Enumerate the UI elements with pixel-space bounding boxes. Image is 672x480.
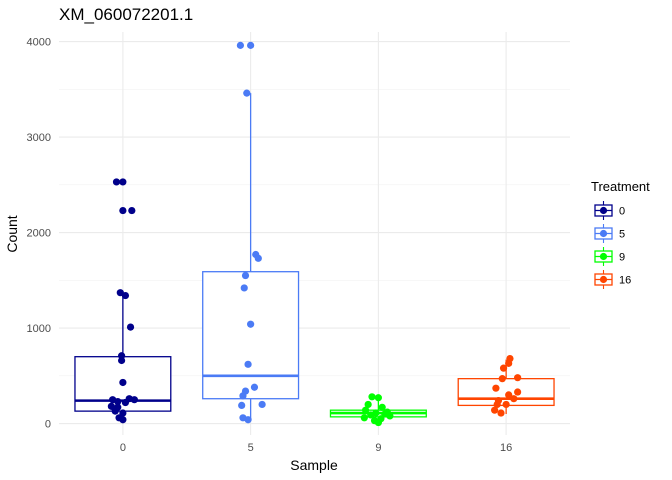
x-axis-ticks: 0 5 9 16 [120,442,512,454]
data-point [505,391,513,399]
data-point [243,89,251,97]
data-point [367,411,375,419]
legend: Treatment 0 5 9 16 [591,179,650,289]
data-points [107,41,522,427]
x-tick-label: 9 [375,442,381,454]
data-point [130,396,138,404]
x-tick-label: 5 [248,442,254,454]
box [457,378,555,407]
data-point [247,41,255,49]
data-point [119,416,127,424]
data-point [119,206,127,215]
x-tick-label: 16 [500,442,512,454]
legend-title: Treatment [591,179,650,194]
data-point [117,356,126,365]
data-point [121,398,130,407]
y-axis-ticks: 0 1000 2000 3000 4000 [27,37,51,431]
data-point [126,323,135,331]
box [202,271,300,400]
data-point [254,254,262,262]
data-point [107,402,115,410]
data-point [241,271,250,280]
data-point [493,400,501,409]
y-tick-label: 1000 [27,323,51,335]
data-point [491,406,499,414]
legend-key-point [599,275,608,284]
legend-key-point [599,206,608,215]
data-point [492,384,500,392]
data-point [514,388,522,396]
data-point [510,395,518,403]
y-tick-label: 3000 [27,132,51,144]
legend-label: 5 [619,229,625,241]
data-point [360,414,368,422]
data-point [240,284,248,292]
y-axis-title: Count [4,215,20,252]
data-point [362,406,370,414]
data-point [239,392,247,400]
data-point [244,360,252,368]
data-point [364,400,372,409]
data-point [119,409,127,417]
data-point [502,400,510,409]
legend-label: 0 [619,206,625,218]
data-point [128,206,136,215]
data-point [386,412,394,420]
data-point [497,409,505,417]
data-point [514,374,522,382]
x-tick-label: 0 [120,442,126,454]
data-point [505,359,513,367]
data-point [250,383,259,391]
legend-item-9: 9 [594,247,625,266]
data-point [119,378,127,387]
data-point [121,291,130,300]
legend-item-16: 16 [594,270,631,289]
data-point [368,393,376,401]
boxplot-16 [457,359,555,414]
data-point [111,407,119,415]
data-point [112,178,121,186]
data-point [499,364,508,372]
data-point [238,401,246,409]
y-tick-label: 4000 [27,37,51,49]
y-tick-label: 0 [45,419,51,431]
legend-label: 9 [619,252,625,264]
legend-key-point [599,252,608,261]
legend-item-5: 5 [594,224,625,243]
data-point [236,41,245,49]
data-point [374,394,382,402]
data-point [498,375,506,383]
chart-title: XM_060072201.1 [59,5,193,24]
data-point [114,397,122,406]
data-point [247,320,255,328]
y-tick-label: 2000 [27,228,51,240]
data-point [258,400,266,409]
x-axis-title: Sample [290,457,338,473]
data-point [374,418,382,427]
legend-key-point [599,229,608,238]
data-point [244,416,252,424]
data-point [378,403,386,411]
legend-item-0: 0 [594,201,625,220]
boxplot-5 [202,93,300,421]
boxplots [74,93,555,424]
data-point [119,178,127,186]
legend-label: 16 [619,275,631,287]
